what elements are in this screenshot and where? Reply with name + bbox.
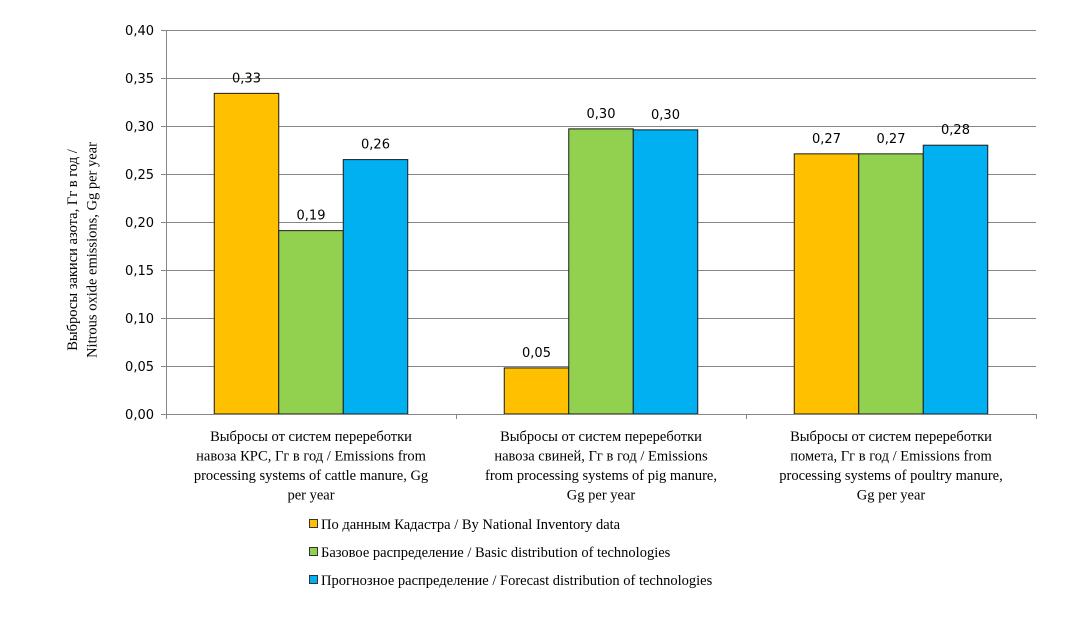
category-label: processing systems of poultry manure, [779,468,1003,484]
bar [503,367,570,415]
y-axis-title-group: Выбросы закиси азота, Гг в год / Nitrous … [65,142,101,358]
category-label: навоза КРС, Гг в год / Emissions from [196,449,426,465]
category-label: per year [287,488,334,504]
bar [858,153,924,415]
data-label: 0,30 [651,108,680,123]
category-label: from processing systems of pig manure, [485,468,717,484]
data-label: 0,26 [361,138,390,153]
bar [922,144,989,415]
data-label: 0,30 [587,107,616,122]
bars [213,92,989,415]
category-labels: Выбросы от систем перереботки навоза КРС,… [194,429,1003,504]
y-tick-label: 0,10 [125,312,154,327]
category-label: навоза свиней, Гг в год / Emissions [494,449,708,465]
legend-swatch [309,547,318,556]
y-tick-label: 0,15 [125,264,154,279]
y-axis-title-line: Выбросы закиси азота, Гг в год / [65,148,81,350]
category-label: помета, Гг в год / Emissions from [790,449,992,465]
category-label: Выбросы от систем перереботки [500,429,702,445]
bar [632,129,699,415]
category-label: processing systems of cattle manure, Gg [194,468,428,484]
y-axis-title: Выбросы закиси азота, Гг в год / Nitrous … [65,142,101,358]
category-label: Выбросы от систем перереботки [790,429,992,445]
y-tick-labels: 0,00 0,05 0,10 0,15 0,20 0,25 0,30 0,35 0,40 [125,24,154,423]
y-tick-label: 0,30 [125,120,154,135]
legend-entry: Базовое распределение / Basic distributi… [321,545,671,561]
category-label: Gg per year [857,488,926,504]
y-axis-title-line: Nitrous oxide emissions, Gg per year [85,142,101,358]
data-label: 0,19 [297,209,326,224]
legend-entry: По данным Кадастра / By National Invento… [321,517,621,533]
data-label: 0,05 [522,346,551,361]
legend-swatch [309,519,318,528]
y-tick-label: 0,00 [125,408,154,423]
bar [568,128,634,415]
category-label: Gg per year [567,488,636,504]
legend-swatch [309,575,318,584]
bar [213,92,280,415]
data-label: 0,27 [812,132,841,147]
legend-entry: Прогнозное распределение / Forecast dist… [321,573,713,589]
data-label: 0,28 [941,123,970,138]
y-tick-label: 0,35 [125,72,154,87]
y-tick-label: 0,20 [125,216,154,231]
y-tick-label: 0,40 [125,24,154,39]
category-label: Выбросы от систем перереботки [210,429,412,445]
axes [161,30,1037,419]
y-tick-label: 0,25 [125,168,154,183]
bar [793,153,860,415]
data-label: 0,33 [232,71,261,86]
bar [342,159,409,415]
y-tick-label: 0,05 [125,360,154,375]
data-labels: 0,33 0,19 0,26 0,05 0,30 0,30 0,27 0,27 0,28 [232,71,970,361]
bar [278,230,344,415]
legend: По данным Кадастра / By National Invento… [309,517,713,589]
data-label: 0,27 [877,132,906,147]
